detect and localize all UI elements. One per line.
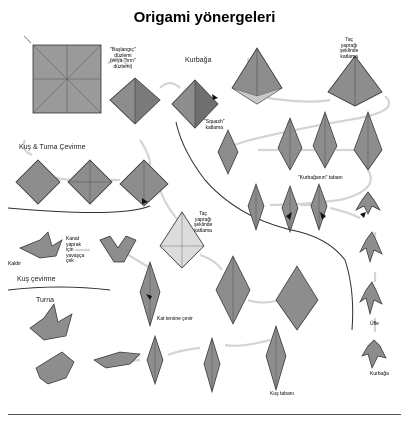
label-kat-terse: Kat tersine çevir	[157, 316, 193, 322]
petal-fold-mid	[159, 211, 205, 269]
label-line: çek	[66, 258, 74, 264]
label-line: yaprağı	[194, 216, 212, 223]
label-line: "Başlangıç"	[110, 47, 136, 53]
square-sheet	[23, 35, 102, 114]
label-line: yavaşça	[66, 252, 85, 259]
label-line: şeklinde	[194, 222, 213, 228]
black-arrow-marks	[146, 212, 366, 300]
label-line: şeklinde	[340, 48, 359, 54]
squash-fold-figure	[171, 79, 219, 129]
flow-arrow	[224, 338, 271, 347]
flow-arrow	[199, 253, 223, 271]
label-line: yaprağı	[340, 42, 358, 49]
bird-base-row	[146, 324, 287, 394]
divider-curve	[175, 121, 354, 331]
label-squash: "Squash" katlama	[204, 119, 225, 131]
label-line: (veya "fırın"	[110, 58, 136, 64]
section-kus-turna: Kuş & Turna Çevirme	[19, 144, 86, 151]
label-line: katlama	[194, 227, 212, 234]
frog-base-row	[217, 110, 383, 175]
flow-arrow	[267, 96, 331, 103]
label-ufle: Üfle	[370, 321, 379, 327]
label-line: düzlemi	[114, 52, 132, 59]
label-kus-tabani: Kuş tabanı	[270, 391, 294, 397]
flow-arrow	[247, 298, 281, 304]
label-line: yaprak	[66, 241, 82, 248]
label-kurbaga-tabani: "Kurbağanın" tabanı	[298, 175, 343, 181]
section-kurbaga: Kurbağa	[185, 57, 212, 64]
petal-fold-kite-top-2	[327, 55, 383, 107]
flow-arrow	[329, 206, 361, 219]
label-kaldir: Kaldır	[8, 261, 22, 267]
flow-arrow	[159, 81, 181, 89]
label-kurbaga-end: Kurbağa	[370, 371, 389, 377]
label-tac-mid: Taç yaprağı şeklinde katlama	[194, 211, 213, 234]
divider-curve	[7, 205, 151, 214]
flow-arrow	[107, 57, 129, 67]
flow-arrow	[158, 189, 181, 223]
label-tac-top: Taç yaprağı şeklinde katlama	[340, 37, 359, 60]
section-kus: Kuş çevirme	[17, 276, 56, 283]
preliminary-base	[109, 77, 161, 125]
frog-figures	[355, 191, 387, 369]
label-line: Kanat	[66, 236, 80, 242]
flow-arrow	[139, 139, 152, 166]
flow-arrow	[22, 139, 33, 157]
label-line: "Squash"	[204, 119, 225, 125]
divider-curve	[7, 286, 111, 291]
label-line: için	[66, 247, 74, 253]
kite-row-mid	[139, 255, 319, 331]
section-dividers	[7, 121, 354, 331]
flow-arrow	[167, 346, 201, 357]
label-kanat: Kanat yaprak için yavaşça çek	[66, 236, 85, 265]
bottom-rule	[8, 414, 401, 415]
page-title: Origami yönergeleri	[133, 9, 276, 26]
petal-fold-kite-top	[231, 47, 283, 105]
label-line: düzlemi)	[113, 63, 133, 70]
label-line: Taç	[345, 37, 354, 43]
flow-arrow	[54, 176, 71, 182]
label-line: katlama	[340, 53, 358, 60]
section-turna: Turna	[36, 297, 55, 304]
label-line: Taç	[199, 211, 208, 217]
label-baslangic: "Başlangıç" düzlemi (veya "fırın" düzlem…	[110, 47, 136, 70]
label-line: katlama	[205, 124, 224, 131]
crane-figures	[19, 231, 141, 385]
frog-narrow-row	[247, 182, 328, 234]
crane-prelim-row	[15, 159, 169, 207]
